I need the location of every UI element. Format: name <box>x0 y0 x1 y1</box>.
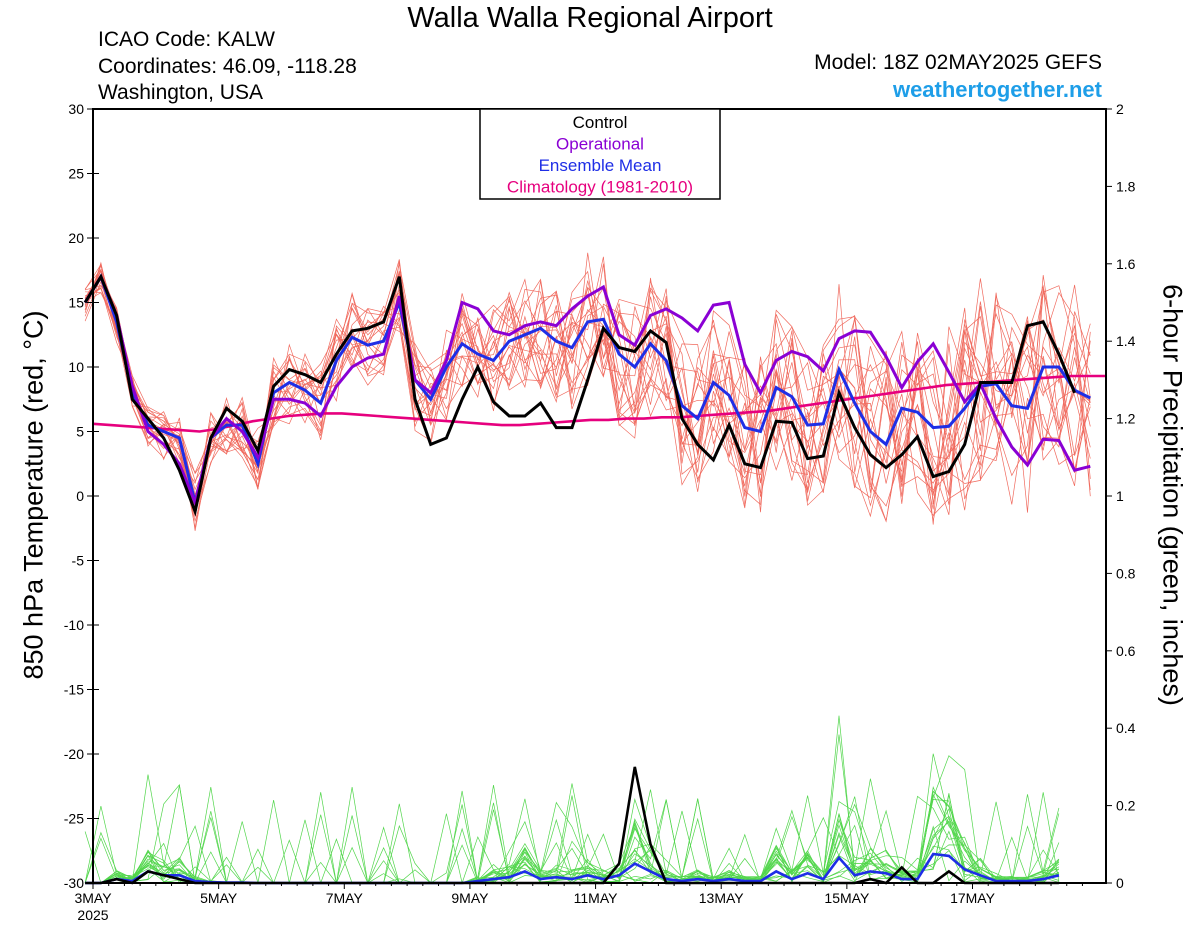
icao-code: ICAO Code: KALW <box>98 28 276 51</box>
y-left-tick-label: 0 <box>76 488 84 504</box>
y-left-tick-label: 30 <box>68 101 84 117</box>
x-tick-label: 13MAY <box>699 890 745 906</box>
y-right-tick-label: 2 <box>1116 101 1124 117</box>
temperature-member-line <box>84 275 1091 523</box>
y-left-tick-label: -15 <box>64 682 84 698</box>
precipitation-member-line <box>85 785 1059 884</box>
legend-entry: Ensemble Mean <box>539 156 662 175</box>
precipitation-member-line <box>85 715 1060 885</box>
temperature-control-line <box>83 273 1076 517</box>
highlighted-series <box>83 273 1106 885</box>
precipitation-member-line <box>84 734 1060 884</box>
region: Washington, USA <box>98 81 263 104</box>
temperature-member-line <box>84 269 1091 507</box>
y-right-tick-label: 1.8 <box>1116 178 1136 194</box>
temperature-member-line <box>84 270 1091 507</box>
temperature-member-line <box>84 256 1091 528</box>
plot-frame <box>92 108 1107 884</box>
ensemble-members-temperature <box>84 252 1091 531</box>
chart-title: Walla Walla Regional Airport <box>407 2 773 34</box>
y-right-tick-label: 1.4 <box>1116 333 1136 349</box>
temperature-member-line <box>84 261 1091 513</box>
y-right-tick-label: 0.8 <box>1116 565 1136 581</box>
y-left-tick-label: 5 <box>76 424 84 440</box>
precipitation-member-line <box>84 792 1060 884</box>
ensemble-members-precipitation <box>84 715 1060 885</box>
y-left-tick-label: -20 <box>64 746 84 762</box>
climatology-line <box>92 374 1106 433</box>
y-left-tick-label: -5 <box>72 553 85 569</box>
precipitation-member-line <box>85 790 1059 884</box>
y-right-tick-label: 1.6 <box>1116 256 1136 272</box>
x-tick-label: 17MAY <box>950 890 996 906</box>
y-left-tick-label: 20 <box>68 230 84 246</box>
precipitation-member-line <box>85 783 1060 884</box>
axes: 302520151050-5-10-15-20-25-3021.81.61.41… <box>64 101 1136 923</box>
precipitation-member-line <box>85 793 1059 884</box>
y-left-tick-label: 15 <box>68 295 84 311</box>
x-tick-label: 11MAY <box>574 890 618 906</box>
legend-box <box>479 108 721 200</box>
model-run: Model: 18Z 02MAY2025 GEFS <box>814 51 1102 74</box>
y-left-tick-label: -25 <box>64 811 84 827</box>
y-right-tick-label: 1.2 <box>1116 411 1136 427</box>
legend-entry: Control <box>573 113 628 132</box>
x-tick-label: 9MAY <box>451 890 489 906</box>
precipitation-member-line <box>85 786 1060 884</box>
y-right-tick-label: 0.2 <box>1116 798 1136 814</box>
legend: Control Operational Ensemble Mean Climatolo… <box>479 108 721 200</box>
y-left-tick-label: -30 <box>64 875 84 891</box>
temperature-operational-line <box>83 273 1091 508</box>
y-left-tick-label: 10 <box>68 359 84 375</box>
y-left-tick-label: -10 <box>64 617 84 633</box>
temperature-member-line <box>84 264 1091 516</box>
y-right-tick-label: 0.4 <box>1116 720 1136 736</box>
coordinates: Coordinates: 46.09, -118.28 <box>98 55 357 78</box>
y-right-tick-label: 0.6 <box>1116 643 1136 659</box>
y-left-tick-label: 25 <box>68 166 84 182</box>
legend-entry: Climatology (1981-2010) <box>507 178 693 197</box>
x-tick-label: 15MAY <box>824 890 870 906</box>
precipitation-member-line <box>84 774 1060 884</box>
precipitation-member-line <box>85 787 1060 884</box>
precipitation-member-line <box>85 783 1060 884</box>
y-right-tick-label: 0 <box>1116 875 1124 891</box>
legend-entry: Operational <box>556 135 644 154</box>
precipitation-member-line <box>85 790 1060 884</box>
temperature-member-line <box>84 284 1091 513</box>
y-right-tick-label: 1 <box>1116 488 1124 504</box>
x-tick-label: 5MAY <box>200 890 238 906</box>
x-tick-label: 7MAY <box>326 890 364 906</box>
x-tick-label: 3MAY <box>74 890 112 906</box>
site-link[interactable]: weathertogether.net <box>892 77 1102 102</box>
temperature-member-line <box>84 263 1091 518</box>
precipitation-member-line <box>84 790 1060 884</box>
x-tick-sublabel: 2025 <box>77 907 108 923</box>
